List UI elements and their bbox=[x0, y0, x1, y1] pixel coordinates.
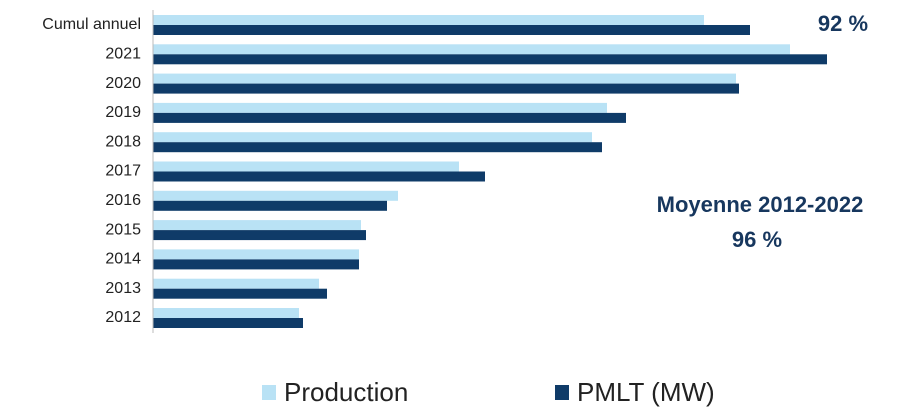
y-tick-label: 2019 bbox=[105, 104, 141, 121]
bar bbox=[153, 15, 704, 25]
bar bbox=[153, 230, 366, 241]
y-tick-label: 2017 bbox=[105, 163, 141, 180]
y-tick-label: 2020 bbox=[105, 75, 141, 92]
annotation: Moyenne 2012-2022 bbox=[657, 192, 864, 217]
bar bbox=[153, 73, 736, 84]
bar bbox=[153, 259, 359, 270]
bar bbox=[153, 249, 359, 260]
bar bbox=[153, 171, 485, 182]
y-tick-label: Cumul annuel bbox=[42, 16, 141, 33]
bar bbox=[153, 83, 739, 94]
bar bbox=[153, 142, 602, 153]
y-tick-label: 2014 bbox=[105, 251, 141, 268]
bar bbox=[153, 112, 626, 123]
bar bbox=[153, 25, 750, 35]
legend-swatch bbox=[262, 385, 276, 400]
bar bbox=[153, 102, 607, 113]
y-tick-label: 2013 bbox=[105, 280, 141, 297]
y-tick-label: 2018 bbox=[105, 133, 141, 150]
bar bbox=[153, 161, 459, 172]
annotation: 92 % bbox=[818, 11, 868, 36]
bar bbox=[153, 308, 299, 318]
bar bbox=[153, 200, 387, 211]
y-tick-label: 2016 bbox=[105, 192, 141, 209]
bar bbox=[153, 288, 327, 299]
bar bbox=[153, 190, 398, 201]
y-tick-label: 2015 bbox=[105, 221, 141, 238]
bar bbox=[153, 44, 790, 55]
annotation: 96 % bbox=[732, 227, 782, 252]
bar bbox=[153, 278, 319, 289]
legend-swatch bbox=[555, 385, 569, 400]
legend-label: PMLT (MW) bbox=[577, 377, 715, 407]
legend-label: Production bbox=[284, 377, 408, 407]
y-tick-label: 2021 bbox=[105, 46, 141, 63]
y-tick-label: 2012 bbox=[105, 309, 141, 326]
bar bbox=[153, 132, 592, 143]
bar bbox=[153, 220, 361, 231]
bar bbox=[153, 318, 303, 328]
bar bbox=[153, 54, 827, 65]
